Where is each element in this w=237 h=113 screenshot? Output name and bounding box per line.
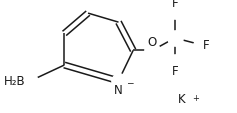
- Text: F: F: [172, 64, 178, 77]
- Text: O: O: [148, 36, 157, 49]
- Text: N: N: [114, 83, 123, 96]
- Text: F: F: [203, 39, 210, 52]
- Text: +: +: [192, 93, 199, 102]
- Text: K: K: [178, 93, 186, 105]
- Text: −: −: [126, 78, 134, 87]
- Text: F: F: [172, 0, 178, 9]
- Text: H₂B: H₂B: [4, 75, 26, 88]
